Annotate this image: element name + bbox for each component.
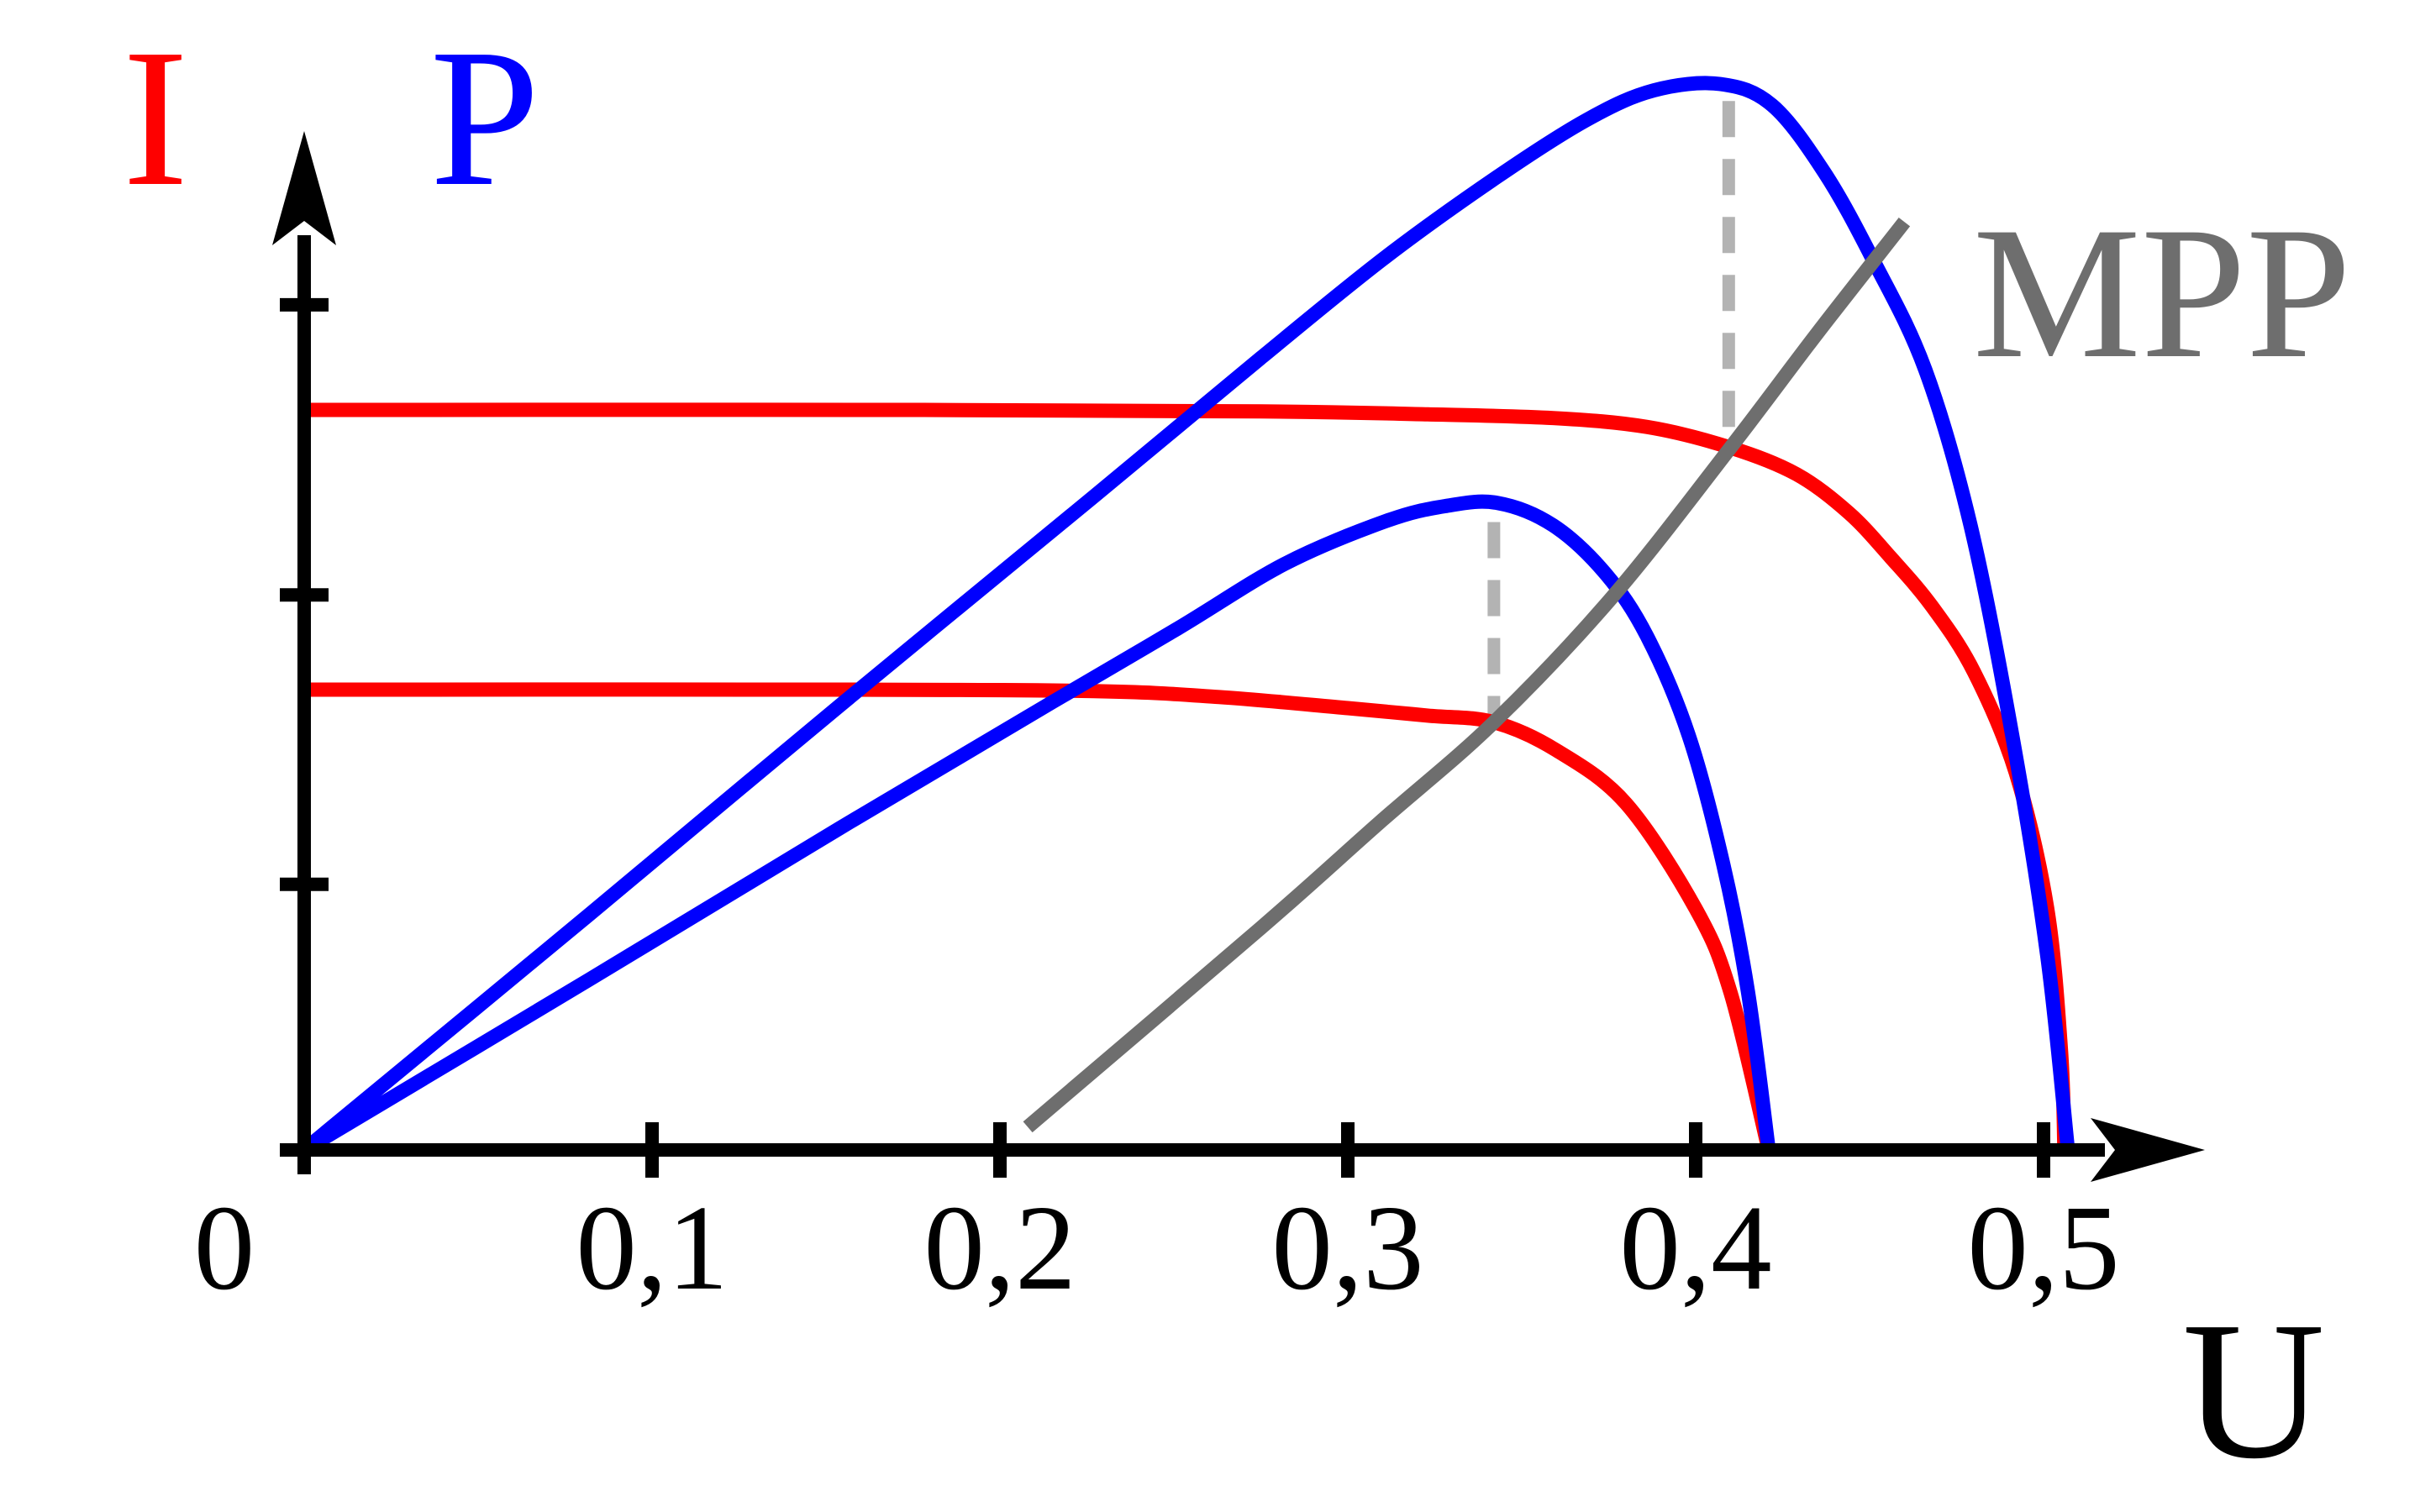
x-tick-label-0_2: 0,2 <box>923 1181 1076 1315</box>
pv-curve-high <box>299 76 2075 1156</box>
mpp-annotation-label: MPP <box>1973 187 2351 397</box>
x-tick-label-0_3: 0,3 <box>1271 1181 1423 1315</box>
x-axis-arrowhead <box>2091 1118 2205 1182</box>
y-axis-arrowhead <box>272 131 336 245</box>
text-layer: I P U MPP 0 0,1 0,2 0,3 0,4 0,5 <box>123 8 2351 1499</box>
y-axis-label-current: I <box>123 8 188 227</box>
mpp-dashed-markers <box>1487 101 1735 722</box>
mpp-locus-line <box>1023 217 1911 1133</box>
axes-layer <box>272 131 2205 1182</box>
mpp-locus-layer <box>1023 217 1911 1133</box>
iv-curve-high <box>303 402 2072 1151</box>
x-tick-label-0_1: 0,1 <box>576 1181 728 1315</box>
x-tick-label-0_4: 0,4 <box>1619 1181 1771 1315</box>
curves-layer <box>299 76 2075 1157</box>
iv-curve-low <box>303 682 1776 1152</box>
y-axis-label-power: P <box>430 8 540 227</box>
x-axis-label-voltage: U <box>2182 1281 2325 1499</box>
pv-curve-low <box>300 494 1776 1157</box>
x-tick-label-0: 0 <box>194 1181 255 1315</box>
x-tick-label-0_5: 0,5 <box>1967 1181 2119 1315</box>
